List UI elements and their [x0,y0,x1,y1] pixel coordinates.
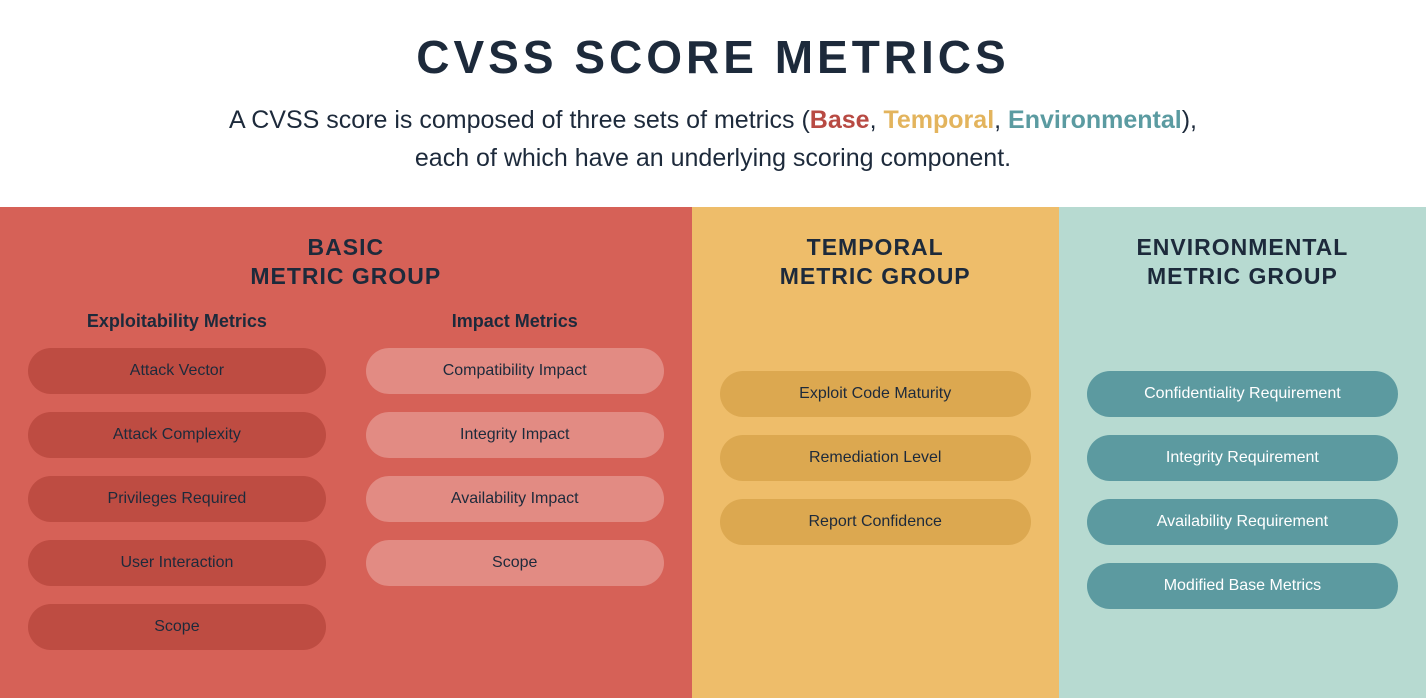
basic-title-l1: BASIC [308,234,385,260]
environmental-metric-group: ENVIRONMENTAL METRIC GROUP Confidentiali… [1059,207,1426,698]
basic-metric-group: BASIC METRIC GROUP Exploitability Metric… [0,207,692,698]
pill-compatibility-impact: Compatibility Impact [366,348,664,394]
page-subtitle: A CVSS score is composed of three sets o… [60,102,1366,177]
accent-base: Base [810,106,870,134]
exploitability-column: Exploitability Metrics Attack Vector Att… [28,311,326,668]
pill-exploit-code-maturity: Exploit Code Maturity [720,371,1031,417]
pill-availability-impact: Availability Impact [366,476,664,522]
subtitle-pre: A CVSS score is composed of three sets o… [229,106,810,134]
subtitle-post1: ), [1182,106,1197,134]
accent-env: Environmental [1008,106,1182,134]
subtitle-line2: each of which have an underlying scoring… [415,144,1011,172]
pill-remediation-level: Remediation Level [720,435,1031,481]
pill-user-interaction: User Interaction [28,540,326,586]
pill-attack-complexity: Attack Complexity [28,412,326,458]
pill-scope-exploit: Scope [28,604,326,650]
accent-temporal: Temporal [883,106,994,134]
pill-confidentiality-requirement: Confidentiality Requirement [1087,371,1398,417]
temporal-group-title: TEMPORAL METRIC GROUP [720,233,1031,291]
impact-column: Impact Metrics Compatibility Impact Inte… [366,311,664,668]
env-title-l1: ENVIRONMENTAL [1136,234,1348,260]
basic-title-l2: METRIC GROUP [250,263,441,289]
pill-attack-vector: Attack Vector [28,348,326,394]
impact-col-title: Impact Metrics [366,311,664,332]
temporal-title-l1: TEMPORAL [807,234,944,260]
metric-groups: BASIC METRIC GROUP Exploitability Metric… [0,207,1426,698]
sep2: , [994,106,1008,134]
env-group-title: ENVIRONMENTAL METRIC GROUP [1087,233,1398,291]
sep1: , [870,106,884,134]
pill-report-confidence: Report Confidence [720,499,1031,545]
env-title-l2: METRIC GROUP [1147,263,1338,289]
header: CVSS SCORE METRICS A CVSS score is compo… [0,0,1426,207]
pill-availability-requirement: Availability Requirement [1087,499,1398,545]
page-title: CVSS SCORE METRICS [60,30,1366,84]
temporal-metric-group: TEMPORAL METRIC GROUP Exploit Code Matur… [692,207,1059,698]
pill-privileges-required: Privileges Required [28,476,326,522]
pill-modified-base-metrics: Modified Base Metrics [1087,563,1398,609]
pill-integrity-impact: Integrity Impact [366,412,664,458]
pill-integrity-requirement: Integrity Requirement [1087,435,1398,481]
basic-group-title: BASIC METRIC GROUP [28,233,664,291]
temporal-title-l2: METRIC GROUP [780,263,971,289]
exploitability-col-title: Exploitability Metrics [28,311,326,332]
pill-scope-impact: Scope [366,540,664,586]
